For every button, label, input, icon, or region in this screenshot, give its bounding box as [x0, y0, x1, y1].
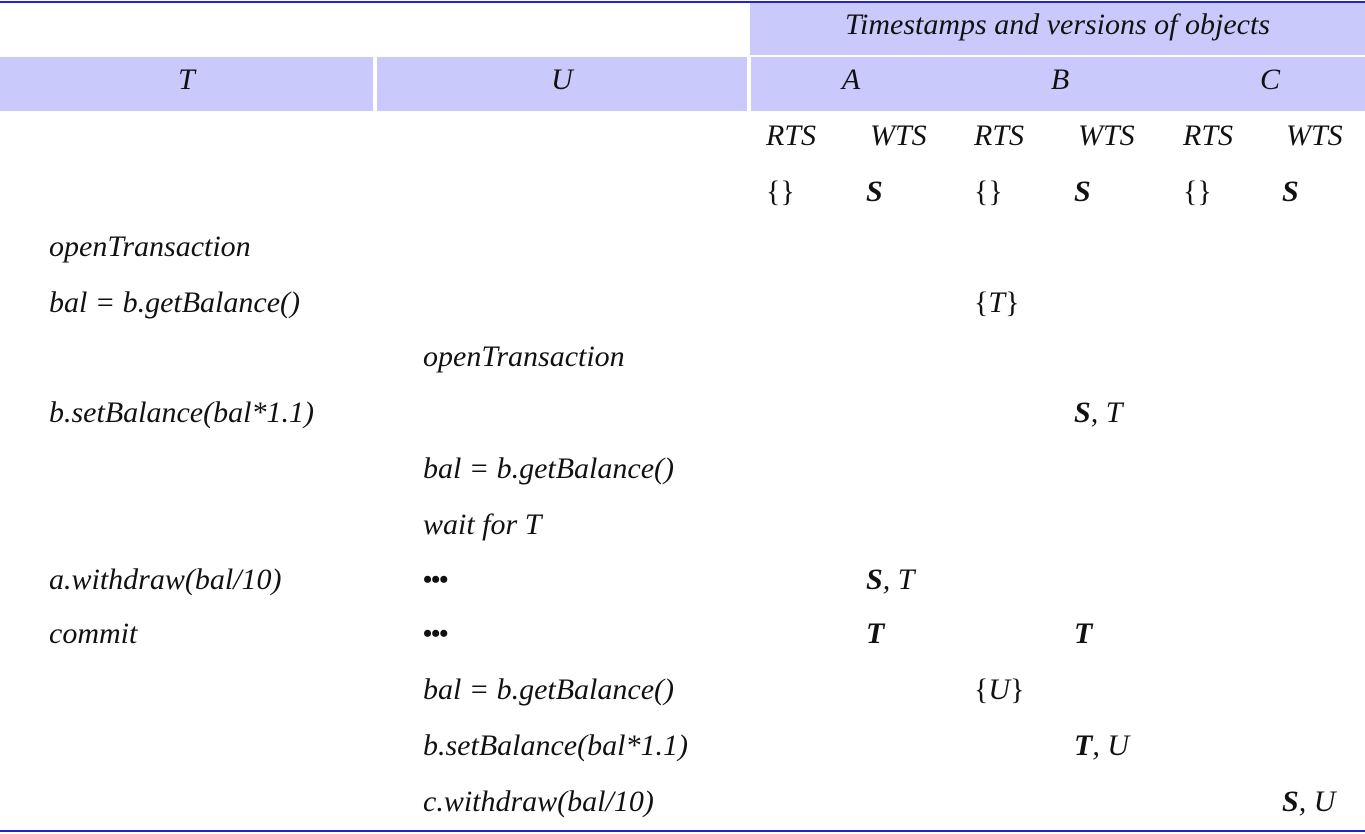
sub-header-b-wts: WTS — [1078, 119, 1135, 152]
row-t-operation: openTransaction — [49, 230, 251, 263]
column-header-b: B — [1050, 63, 1070, 96]
column-header-t-band — [0, 57, 373, 111]
a-wts-committed: T — [866, 617, 885, 650]
sub-header-a-wts: WTS — [870, 119, 927, 152]
column-header-a: A — [841, 63, 861, 96]
a-initial-rts: {} — [766, 175, 795, 208]
b-wts-cell: T, U — [1074, 726, 1129, 766]
column-header-u: U — [551, 63, 573, 96]
c-wts-cell: S, U — [1282, 782, 1335, 822]
b-wts-cell: S, T — [1074, 393, 1122, 433]
row-u-operation: wait for T — [423, 508, 542, 541]
sub-header-a-rts: RTS — [766, 119, 817, 152]
c-initial-rts: {} — [1183, 175, 1212, 208]
column-header-c: C — [1259, 63, 1280, 96]
b-rts-cell: {{U}U} — [974, 673, 1025, 706]
a-wts-cell: S, T — [866, 560, 914, 600]
b-initial-rts: {} — [974, 175, 1003, 208]
row-t-operation: b.setBalance(bal*1.1) — [49, 396, 314, 429]
b-wts-tentative: , T — [1090, 396, 1123, 429]
row-t-operation: a.withdraw(bal/10) — [49, 563, 282, 596]
row-u-operation: bal = b.getBalance() — [423, 673, 675, 706]
group-header-title: Timestamps and versions of objects — [845, 8, 1270, 41]
a-initial-wts: S — [866, 175, 883, 208]
row-u-operation: openTransaction — [423, 340, 625, 373]
row-t-operation: commit — [49, 617, 138, 650]
b-wts-committed: T — [1074, 729, 1093, 762]
b-initial-wts: S — [1074, 175, 1091, 208]
c-wts-committed: S — [1282, 785, 1299, 818]
top-rule — [0, 1, 1365, 3]
column-header-objects-band — [751, 57, 1365, 111]
a-wts-tentative: , T — [882, 563, 915, 596]
sub-header-c-wts: WTS — [1286, 119, 1343, 152]
b-rts-cell: {{T}T} — [974, 286, 1020, 319]
bottom-rule — [0, 830, 1365, 832]
b-wts-committed: S — [1074, 396, 1091, 429]
row-u-waiting-dots: ••• — [423, 565, 448, 594]
row-u-operation: bal = b.getBalance() — [423, 452, 675, 485]
column-header-u-band — [377, 57, 747, 111]
b-wts-tentative: , U — [1092, 729, 1129, 762]
c-initial-wts: S — [1282, 175, 1299, 208]
c-wts-tentative: , U — [1298, 785, 1336, 818]
row-t-operation: bal = b.getBalance() — [49, 286, 301, 319]
sub-header-b-rts: RTS — [974, 119, 1025, 152]
sub-header-c-rts: RTS — [1183, 119, 1234, 152]
a-wts-committed: S — [866, 563, 883, 596]
row-u-waiting-dots: ••• — [423, 619, 448, 648]
row-u-operation: c.withdraw(bal/10) — [423, 785, 654, 818]
row-u-operation: b.setBalance(bal*1.1) — [423, 729, 688, 762]
group-header-band — [750, 3, 1365, 55]
column-header-t: T — [178, 63, 195, 96]
b-wts-committed: T — [1074, 617, 1093, 650]
